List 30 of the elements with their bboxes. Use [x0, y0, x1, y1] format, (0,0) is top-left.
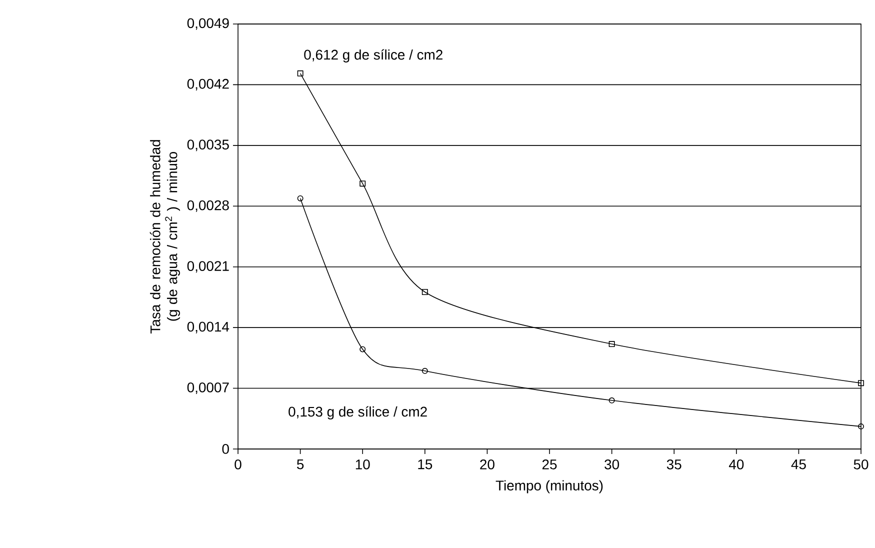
point — [858, 380, 864, 386]
point — [297, 70, 304, 76]
y-tick-label: 0,0049 — [187, 18, 229, 30]
x-tick-label: 10 — [356, 459, 370, 470]
x-tick-label: 45 — [791, 460, 806, 470]
x-tick-label: 50 — [854, 459, 868, 470]
x-tick-label: 5 — [296, 460, 304, 470]
x-axis-title: Tiempo (minutos) — [496, 480, 603, 494]
point — [422, 368, 428, 374]
x-tick-label: 30 — [604, 459, 620, 470]
y-tick-label: 0,0028 — [187, 200, 229, 212]
y-tick-label: 0 — [222, 444, 229, 454]
y-tick-label: 0,0042 — [187, 78, 229, 90]
y-tick-label: 0,0014 — [187, 322, 230, 334]
x-tick-label: 35 — [666, 459, 682, 470]
y-tick-label: 0,0007 — [187, 382, 229, 394]
point — [608, 397, 615, 404]
annotation: 0,153 g de sílice / cm2 — [288, 406, 427, 420]
y-tick-label: 0,0021 — [187, 261, 229, 273]
x-tick-label: 0 — [234, 459, 242, 470]
point — [608, 341, 615, 348]
annotation: 0,612 g de sílice / cm2 — [304, 49, 442, 62]
x-tick-label: 20 — [480, 459, 494, 470]
x-tick-label: 15 — [418, 460, 432, 470]
point — [422, 288, 428, 295]
point — [360, 180, 366, 187]
point — [360, 346, 366, 352]
y-tick-label: 0,0035 — [187, 140, 229, 152]
x-tick-label: 40 — [728, 459, 744, 470]
x-tick-label: 25 — [542, 459, 557, 470]
